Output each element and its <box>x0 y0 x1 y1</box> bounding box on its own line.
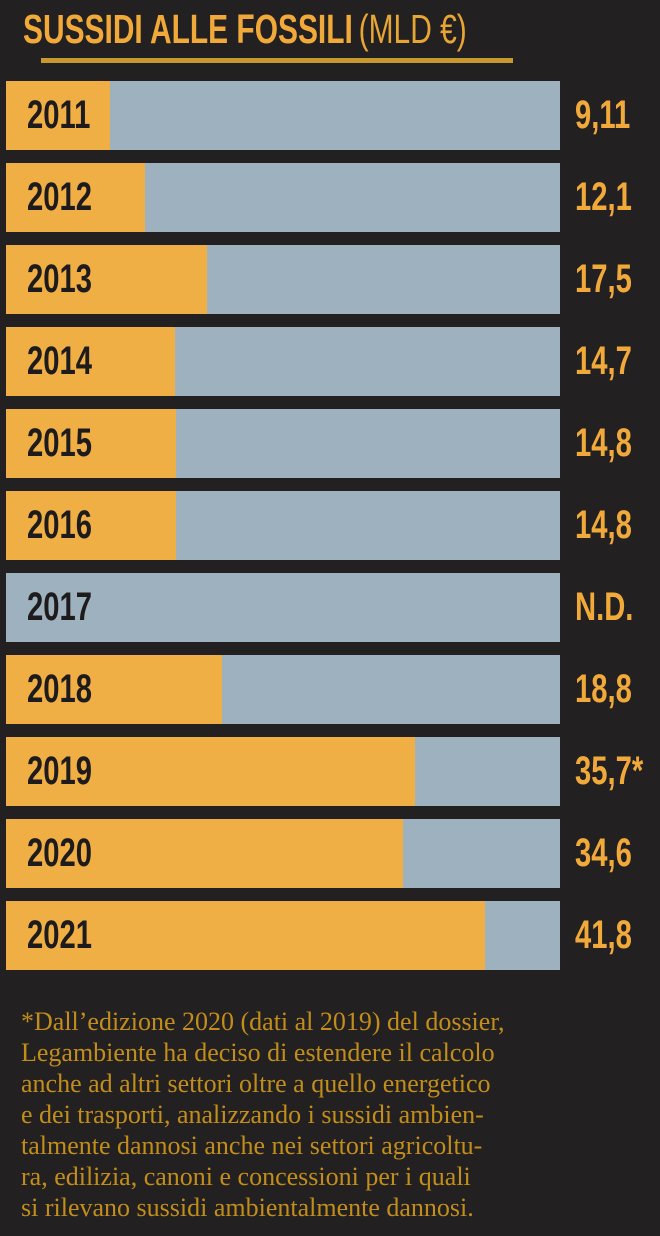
year-label: 2018 <box>27 667 92 712</box>
chart-row: 2021 41,8 <box>6 901 660 971</box>
chart-row: 2016 14,8 <box>6 491 660 561</box>
chart-row: 2013 17,5 <box>6 245 660 315</box>
bar-fill <box>6 81 111 151</box>
bar-track: 2014 <box>6 327 560 397</box>
year-label: 2015 <box>27 421 92 466</box>
year-label: 2019 <box>27 749 92 794</box>
bar-fill <box>6 491 176 561</box>
bar-track: 2019 <box>6 737 560 807</box>
value-label: 18,8 <box>575 667 632 712</box>
title-underline <box>41 58 513 64</box>
year-label: 2021 <box>27 913 92 958</box>
bar-fill <box>6 327 175 397</box>
year-label: 2020 <box>27 831 92 876</box>
bar-track: 2018 <box>6 655 560 725</box>
chart-row: 2019 35,7* <box>6 737 660 807</box>
bar-fill <box>6 819 403 889</box>
bar-fill <box>6 409 176 479</box>
chart-row: 2012 12,1 <box>6 163 660 233</box>
value-label: 41,8 <box>575 913 632 958</box>
chart-title-text: SUSSIDI ALLE FOSSILI <box>23 6 353 52</box>
chart-row: 2011 9,11 <box>6 81 660 151</box>
chart-header: SUSSIDI ALLE FOSSILI (MLD €) <box>0 0 660 64</box>
bar-fill <box>6 245 207 315</box>
chart-row: 2020 34,6 <box>6 819 660 889</box>
bar-fill <box>6 737 416 807</box>
year-label: 2017 <box>27 585 92 630</box>
chart-row: 2014 14,7 <box>6 327 660 397</box>
bar-chart: 2011 9,11 2012 12,1 2013 17,5 2014 14,7 2015 14,8… <box>6 81 660 971</box>
footnote: *Dall’edizione 2020 (dati al 2019) del d… <box>21 1007 505 1223</box>
value-label: 14,8 <box>575 421 632 466</box>
year-label: 2011 <box>27 93 91 138</box>
bar-track: 2015 <box>6 409 560 479</box>
chart-row: 2017 N.D. <box>6 573 660 643</box>
bar-track: 2020 <box>6 819 560 889</box>
bar-fill <box>6 655 222 725</box>
bar-track: 2013 <box>6 245 560 315</box>
value-label: 34,6 <box>575 831 632 876</box>
bar-fill <box>6 901 486 971</box>
value-label: 14,7 <box>575 339 632 384</box>
value-label: 35,7* <box>575 749 644 794</box>
value-label: 9,11 <box>575 93 631 138</box>
bar-track: 2011 <box>6 81 560 151</box>
bar-track: 2016 <box>6 491 560 561</box>
chart-title-unit: (MLD €) <box>358 6 467 52</box>
bar-track: 2012 <box>6 163 560 233</box>
chart-row: 2018 18,8 <box>6 655 660 725</box>
value-label: 12,1 <box>575 175 632 220</box>
value-label: 14,8 <box>575 503 632 548</box>
year-label: 2012 <box>27 175 92 220</box>
bar-track: 2021 <box>6 901 560 971</box>
value-label: N.D. <box>575 585 634 630</box>
bar-fill <box>6 163 145 233</box>
year-label: 2013 <box>27 257 92 302</box>
chart-row: 2015 14,8 <box>6 409 660 479</box>
year-label: 2014 <box>27 339 92 384</box>
value-label: 17,5 <box>575 257 632 302</box>
year-label: 2016 <box>27 503 92 548</box>
chart-title: SUSSIDI ALLE FOSSILI (MLD €) <box>23 6 488 52</box>
bar-track: 2017 <box>6 573 560 643</box>
